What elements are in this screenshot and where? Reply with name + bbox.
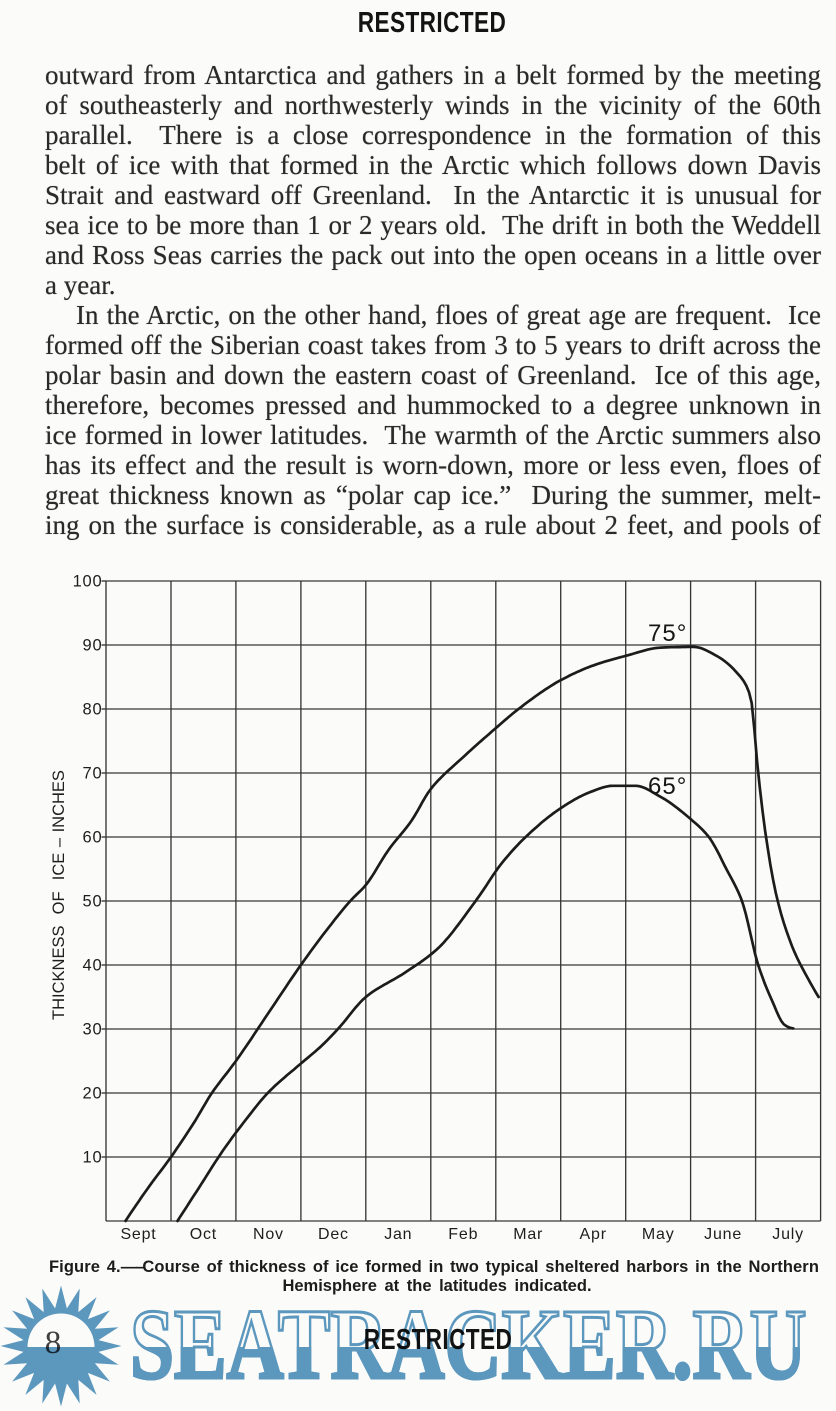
svg-text:70: 70 xyxy=(83,765,103,783)
svg-text:10: 10 xyxy=(83,1149,103,1167)
svg-text:40: 40 xyxy=(83,957,103,975)
svg-text:30: 30 xyxy=(83,1021,103,1039)
svg-text:100: 100 xyxy=(73,573,103,591)
svg-text:July: July xyxy=(772,1226,804,1243)
svg-text:20: 20 xyxy=(83,1085,103,1103)
svg-text:Dec: Dec xyxy=(318,1226,349,1243)
svg-text:65°: 65° xyxy=(648,773,687,800)
svg-text:Oct: Oct xyxy=(190,1226,217,1243)
svg-text:80: 80 xyxy=(83,701,103,719)
svg-text:Feb: Feb xyxy=(448,1226,478,1243)
svg-text:90: 90 xyxy=(83,637,103,655)
svg-text:Jan: Jan xyxy=(384,1226,412,1243)
svg-text:Sept: Sept xyxy=(120,1226,156,1243)
svg-text:Mar: Mar xyxy=(513,1226,543,1243)
svg-text:50: 50 xyxy=(83,893,103,911)
svg-text:THICKNESS OF ICE – INCHES: THICKNESS OF ICE – INCHES xyxy=(50,770,68,1020)
svg-text:May: May xyxy=(642,1226,675,1243)
svg-text:Apr: Apr xyxy=(580,1226,607,1243)
svg-text:Nov: Nov xyxy=(253,1226,284,1243)
svg-text:June: June xyxy=(704,1226,742,1243)
svg-text:60: 60 xyxy=(83,829,103,847)
svg-text:75°: 75° xyxy=(648,620,687,647)
